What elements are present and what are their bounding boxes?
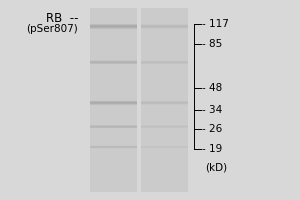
Bar bbox=[90, 61, 136, 62]
Bar bbox=[90, 8, 136, 192]
Text: (pSer807): (pSer807) bbox=[26, 24, 78, 34]
Bar bbox=[141, 26, 188, 27]
Bar bbox=[141, 103, 188, 104]
Bar bbox=[141, 125, 188, 126]
Bar bbox=[90, 100, 136, 101]
Bar bbox=[141, 104, 188, 105]
Text: - 85: - 85 bbox=[202, 39, 223, 49]
Bar bbox=[90, 62, 136, 63]
Bar bbox=[141, 61, 188, 62]
Bar bbox=[90, 147, 136, 148]
Bar bbox=[141, 27, 188, 28]
Text: - 34: - 34 bbox=[202, 105, 223, 115]
Bar bbox=[141, 101, 188, 102]
Text: - 26: - 26 bbox=[202, 124, 223, 134]
Bar bbox=[141, 25, 188, 26]
Bar bbox=[90, 125, 136, 126]
Bar bbox=[90, 26, 136, 27]
Bar bbox=[90, 28, 136, 29]
Bar bbox=[90, 104, 136, 105]
Text: (kD): (kD) bbox=[206, 163, 228, 173]
Bar bbox=[90, 63, 136, 64]
Bar bbox=[141, 63, 188, 64]
Text: - 117: - 117 bbox=[202, 19, 230, 29]
Bar bbox=[90, 126, 136, 127]
Bar bbox=[141, 62, 188, 63]
Bar bbox=[90, 25, 136, 26]
Bar bbox=[90, 127, 136, 128]
Bar bbox=[141, 8, 188, 192]
Text: - 19: - 19 bbox=[202, 144, 223, 154]
Bar bbox=[90, 103, 136, 104]
Bar bbox=[90, 24, 136, 25]
Bar bbox=[90, 145, 136, 146]
Bar bbox=[141, 24, 188, 25]
Bar bbox=[90, 101, 136, 102]
Bar bbox=[90, 102, 136, 103]
Text: RB  --: RB -- bbox=[46, 12, 78, 25]
Bar bbox=[141, 127, 188, 128]
Bar bbox=[141, 102, 188, 103]
Bar bbox=[90, 27, 136, 28]
Bar bbox=[90, 60, 136, 61]
Bar bbox=[141, 60, 188, 61]
Text: - 48: - 48 bbox=[202, 83, 223, 93]
Bar bbox=[141, 28, 188, 29]
